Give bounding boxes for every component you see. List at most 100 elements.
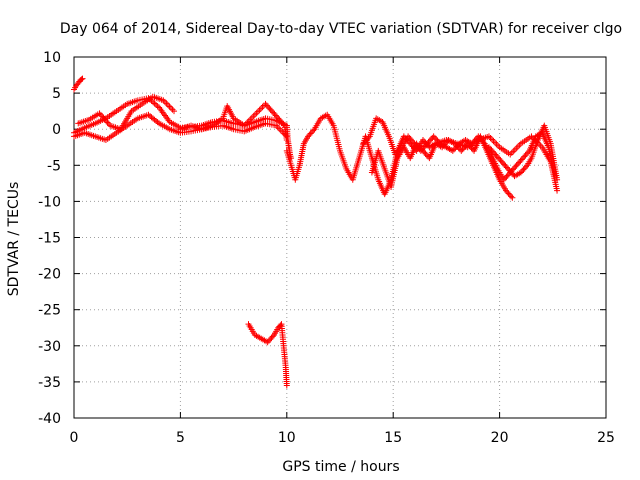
data-point	[508, 193, 515, 200]
data-point	[307, 130, 314, 137]
data-point	[492, 151, 499, 158]
data-point	[405, 133, 412, 140]
data-point	[485, 144, 492, 151]
y-tick-label: -5	[47, 158, 61, 174]
data-point	[310, 127, 317, 134]
data-point	[513, 162, 520, 169]
data-point	[265, 103, 272, 110]
data-point	[497, 157, 504, 164]
data-point	[504, 189, 511, 196]
data-point	[506, 167, 513, 174]
data-point	[271, 111, 278, 118]
data-point	[361, 139, 368, 146]
y-axis-label: SDTVAR / TECUs	[6, 182, 22, 297]
data-point	[276, 116, 283, 123]
data-point	[280, 121, 287, 128]
data-point	[449, 147, 456, 154]
data-point	[439, 144, 446, 151]
data-point	[288, 155, 295, 162]
data-point	[462, 143, 469, 150]
series-track-h	[485, 122, 561, 183]
data-point	[504, 172, 511, 179]
x-tick-label: 20	[491, 430, 509, 446]
y-tick-label: -25	[38, 303, 61, 319]
data-point	[422, 142, 429, 149]
data-point	[364, 136, 371, 143]
data-point	[492, 139, 499, 146]
data-point	[416, 143, 423, 150]
data-point	[490, 138, 497, 145]
data-point	[275, 115, 282, 122]
data-point	[468, 144, 475, 151]
data-point	[166, 103, 173, 110]
data-point	[493, 152, 500, 159]
data-point	[506, 191, 513, 198]
data-point	[465, 142, 472, 149]
data-point	[487, 145, 494, 152]
series-track-early-high	[71, 75, 86, 93]
data-point	[441, 141, 448, 148]
data-point	[431, 134, 438, 141]
data-point	[408, 137, 415, 144]
data-point	[520, 166, 527, 173]
data-point	[164, 101, 171, 108]
data-point	[265, 337, 272, 344]
data-point	[419, 147, 426, 154]
data-point	[517, 157, 524, 164]
data-point	[169, 106, 176, 113]
series-track-low	[245, 321, 290, 389]
data-point	[496, 155, 503, 162]
data-point	[451, 140, 458, 147]
data-point	[523, 150, 530, 157]
data-point	[554, 176, 561, 183]
data-point	[263, 102, 270, 109]
data-point	[256, 107, 263, 114]
series-drop-near-10	[283, 122, 295, 162]
data-point	[279, 119, 286, 126]
data-point	[487, 134, 494, 141]
y-tick-label: 5	[52, 86, 61, 102]
data-points	[71, 75, 561, 389]
y-tick-label: -20	[38, 267, 61, 283]
data-point	[507, 168, 514, 175]
data-point	[362, 137, 369, 144]
data-point	[262, 100, 269, 107]
data-point	[508, 170, 515, 177]
data-point	[502, 175, 509, 182]
data-point	[458, 147, 465, 154]
data-point	[453, 142, 460, 149]
data-point	[471, 137, 478, 144]
data-point	[270, 109, 277, 116]
data-point	[305, 133, 312, 140]
data-point	[511, 165, 518, 172]
y-tick-label: -30	[38, 339, 61, 355]
data-point	[266, 105, 273, 112]
data-point	[517, 169, 524, 176]
series-track-c	[75, 93, 178, 133]
data-point	[554, 187, 561, 194]
chart-title: Day 064 of 2014, Sidereal Day-to-day VTE…	[60, 21, 622, 37]
data-point	[151, 100, 158, 107]
data-point	[276, 125, 283, 132]
data-point	[250, 113, 257, 120]
data-point	[308, 129, 315, 136]
data-point	[268, 108, 275, 115]
data-point	[521, 165, 528, 172]
data-point	[430, 133, 437, 140]
x-axis-label: GPS time / hours	[282, 459, 399, 475]
data-point	[513, 145, 520, 152]
data-point	[269, 333, 276, 340]
x-tick-label: 0	[70, 430, 79, 446]
data-point	[522, 152, 529, 159]
data-point	[407, 136, 414, 143]
data-point	[365, 134, 372, 141]
data-point	[459, 146, 466, 153]
data-point	[421, 149, 428, 156]
data-point	[406, 134, 413, 141]
data-point	[413, 140, 420, 147]
data-point	[512, 163, 519, 170]
data-point	[502, 187, 509, 194]
data-point	[451, 146, 458, 153]
data-point	[254, 108, 261, 115]
